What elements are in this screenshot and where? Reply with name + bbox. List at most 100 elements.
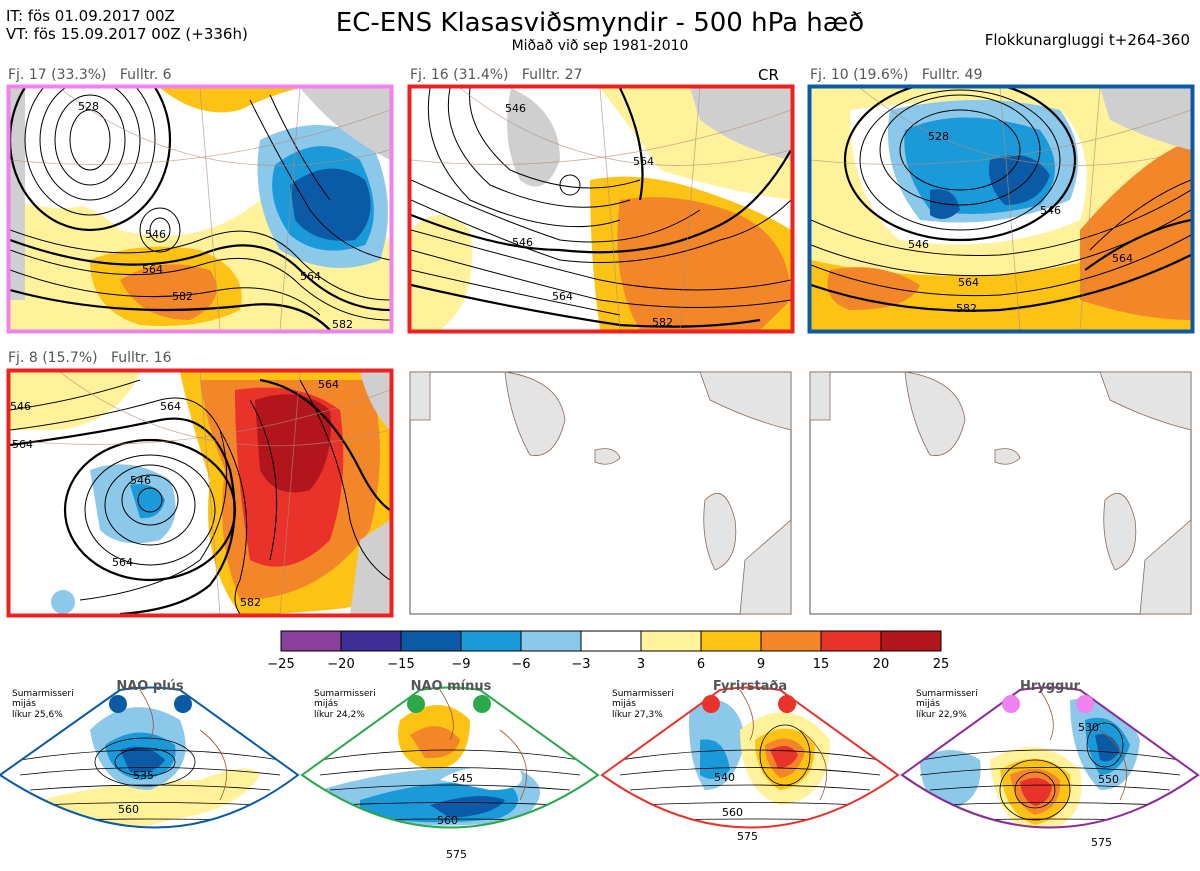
- p4-label-564a: 564: [12, 438, 33, 451]
- regime-2-info: Sumarmisseri mijás líkur 24,2% NAO mínus: [314, 679, 492, 720]
- panel-1-label: Fj. 17 (33.3%) Fulltr. 6: [8, 67, 172, 83]
- regime-2-season: Sumarmisseri: [314, 689, 376, 699]
- regime-3-mean: mijás: [612, 699, 636, 709]
- p3-label-546b: 546: [1040, 204, 1061, 217]
- regime-1-info: Sumarmisseri mijás líkur 25,6% NAO plús: [12, 679, 192, 720]
- fan-2-label-545: 545: [452, 772, 473, 785]
- regime-1-title: NAO plús: [116, 679, 184, 694]
- p2-label-564a: 564: [552, 290, 573, 303]
- issue-time: IT: fös 01.09.2017 00Z: [6, 7, 175, 25]
- p3-label-564: 564: [958, 276, 979, 289]
- panel-3-frame: [807, 84, 1195, 334]
- regime-2-dot-right: [473, 695, 491, 713]
- regime-3-title: Fyrirstaða: [713, 679, 787, 694]
- panel-3-label: Fj. 10 (19.6%) Fulltr. 49: [810, 67, 983, 83]
- p3-label-564b: 564: [1112, 252, 1133, 265]
- panel-2-map: 546 564 546 564 582: [411, 88, 791, 330]
- regime-4-dot-left: [1002, 695, 1020, 713]
- colorbar-swatch: [400, 630, 462, 652]
- colorbar-swatch: [460, 630, 522, 652]
- colorbar-tick-label: −3: [571, 657, 590, 672]
- colorbar-tick-label: 20: [873, 657, 890, 672]
- p1-label-564b: 564: [300, 270, 321, 283]
- regime-4-mean: mijás: [916, 699, 940, 709]
- panel-4-map: 546 564 546 564 564 582 564: [10, 372, 390, 614]
- colorbar-tick-label: 25: [933, 657, 950, 672]
- colorbar-tick-label: −15: [387, 657, 414, 672]
- p2-label-546b: 546: [505, 102, 526, 115]
- colorbar-tick-label: −25: [267, 657, 294, 672]
- colorbar-swatch: [520, 630, 582, 652]
- panel-3-map: 528 546 546 564 582 564: [811, 88, 1191, 330]
- regime-1-season: Sumarmisseri: [12, 689, 74, 699]
- p4-label-582: 582: [240, 596, 261, 609]
- regime-3-dot-right: [778, 695, 796, 713]
- regime-2-prob: líkur 24,2%: [314, 710, 365, 720]
- regime-2-dot-left: [407, 695, 425, 713]
- p1-label-546: 546: [145, 228, 166, 241]
- regime-3-info: Sumarmisseri mijás líkur 27,3% Fyrirstað…: [612, 679, 796, 720]
- panel-1-frame: [6, 84, 394, 334]
- fan-1-label-560: 560: [118, 803, 139, 816]
- fan-4-outline: [900, 686, 1200, 829]
- panel-2-label: Fj. 16 (31.4%) Fulltr. 27: [410, 67, 583, 83]
- regime-4-title: Hryggur: [1020, 679, 1081, 694]
- regime-4-dot-right: [1076, 695, 1094, 713]
- colorbar-tick-label: 9: [757, 657, 765, 672]
- panel-2-tag: CR: [758, 66, 779, 84]
- regime-4-season: Sumarmisseri: [916, 689, 978, 699]
- regime-3-dot-left: [702, 695, 720, 713]
- page-subtitle: Miðað við sep 1981-2010: [511, 38, 689, 54]
- p3-label-528: 528: [928, 130, 949, 143]
- panel-5-map: [409, 371, 792, 615]
- p3-label-546a: 546: [908, 238, 929, 251]
- fan-3-label-575: 575: [737, 830, 758, 843]
- p2-label-582: 582: [652, 316, 673, 329]
- colorbar-tick-label: 3: [637, 657, 645, 672]
- p4-label-546a: 546: [10, 400, 31, 413]
- colorbar-swatch: [760, 630, 822, 652]
- fan-3-label-540: 540: [714, 771, 735, 784]
- fan-1-outline: [0, 686, 300, 829]
- fan-1-label-535: 535: [133, 769, 154, 782]
- panel-1-map: 528 546 564 582 564 582: [10, 88, 390, 330]
- clustering-window: Flokkunargluggi t+264-360: [984, 31, 1190, 49]
- p4-label-564b: 564: [112, 556, 133, 569]
- regime-4-info: Sumarmisseri mijás líkur 22,9% Hryggur: [916, 679, 1094, 720]
- fan-4-label-575: 575: [1091, 836, 1112, 849]
- p4-label-564d: 564: [318, 378, 339, 391]
- colorbar-swatch: [700, 630, 762, 652]
- colorbar: −25 −20 −15 −9 −6 −3 3 6 9 15 20 25: [267, 630, 950, 672]
- panel-6-map: [809, 371, 1192, 615]
- colorbar-tick-label: −9: [451, 657, 470, 672]
- p1-label-564a: 564: [142, 263, 163, 276]
- fan-2-label-575: 575: [446, 848, 467, 861]
- regime-1-prob: líkur 25,6%: [12, 710, 63, 720]
- p4-label-564c: 564: [160, 400, 181, 413]
- colorbar-tick-label: −20: [327, 657, 354, 672]
- page-title: EC-ENS Klasasviðsmyndir - 500 hPa hæð: [335, 8, 865, 38]
- regime-2-mean: mijás: [314, 699, 338, 709]
- regime-2-title: NAO mínus: [411, 679, 492, 694]
- fan-4-label-550: 550: [1098, 773, 1119, 786]
- valid-time: VT: fös 15.09.2017 00Z (+336h): [6, 25, 248, 43]
- p1-label-528: 528: [78, 100, 99, 113]
- regime-1-mean: mijás: [12, 699, 36, 709]
- regime-4-prob: líkur 22,9%: [916, 710, 967, 720]
- p2-label-564b: 564: [633, 155, 654, 168]
- regime-3-prob: líkur 27,3%: [612, 710, 663, 720]
- colorbar-tick-label: −6: [511, 657, 530, 672]
- colorbar-swatch: [280, 630, 342, 652]
- fan-4-label-530: 530: [1078, 721, 1099, 734]
- colorbar-tick-label: 15: [813, 657, 830, 672]
- colorbar-tick-label: 6: [697, 657, 705, 672]
- regime-3-season: Sumarmisseri: [612, 689, 674, 699]
- colorbar-swatch: [640, 630, 702, 652]
- fan-3-outline: [600, 686, 900, 829]
- regime-1-dot-right: [174, 695, 192, 713]
- colorbar-swatch: [340, 630, 402, 652]
- fan-2-label-560: 560: [437, 814, 458, 827]
- regime-blocking: 540 560 575: [600, 686, 900, 843]
- regime-nao-plus: 535 560: [0, 686, 300, 829]
- panel-4-frame: [6, 368, 394, 618]
